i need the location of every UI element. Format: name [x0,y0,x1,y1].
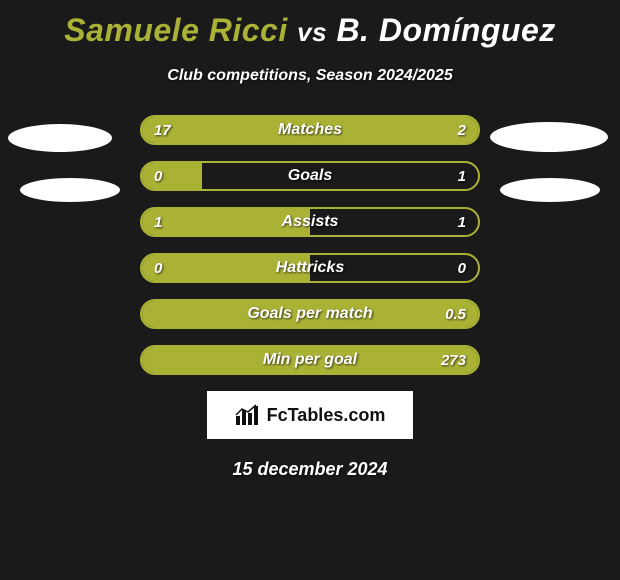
stat-value-right: 2 [458,117,466,143]
player1-name: Samuele Ricci [64,12,288,48]
logo-text: FcTables.com [267,405,386,426]
player2-name: B. Domínguez [336,12,555,48]
stat-value-left: 1 [154,209,162,235]
decorative-ellipse-tr [490,122,608,152]
stat-value-right: 1 [458,209,466,235]
vs-text: vs [297,17,327,47]
stat-value-right: 273 [441,347,466,373]
decorative-ellipse-mr [500,178,600,202]
stat-row: Min per goal273 [140,345,480,375]
comparison-bars: Matches172Goals01Assists11Hattricks00Goa… [140,115,480,375]
stat-value-left: 0 [154,163,162,189]
stat-row: Assists1 1 [140,207,480,237]
stat-label: Matches [142,117,478,143]
stat-label: Goals per match [142,301,478,327]
date: 15 december 2024 [0,459,620,480]
stat-label: Assists [142,209,478,235]
decorative-ellipse-tl [8,124,112,152]
stat-row: Hattricks0 0 [140,253,480,283]
stat-row: Matches17 2 [140,115,480,145]
stat-label: Hattricks [142,255,478,281]
bar-chart-icon [235,404,261,426]
stat-label: Min per goal [142,347,478,373]
stat-value-left: 17 [154,117,171,143]
stat-label: Goals [142,163,478,189]
stat-value-right: 0.5 [445,301,466,327]
stat-value-left: 0 [154,255,162,281]
stat-row: Goals0 1 [140,161,480,191]
subtitle: Club competitions, Season 2024/2025 [0,67,620,85]
decorative-ellipse-ml [20,178,120,202]
stat-value-right: 1 [458,163,466,189]
fctables-logo: FcTables.com [207,391,413,439]
page-title: Samuele Ricci vs B. Domínguez [0,0,620,49]
stat-value-right: 0 [458,255,466,281]
stat-row: Goals per match0.5 [140,299,480,329]
